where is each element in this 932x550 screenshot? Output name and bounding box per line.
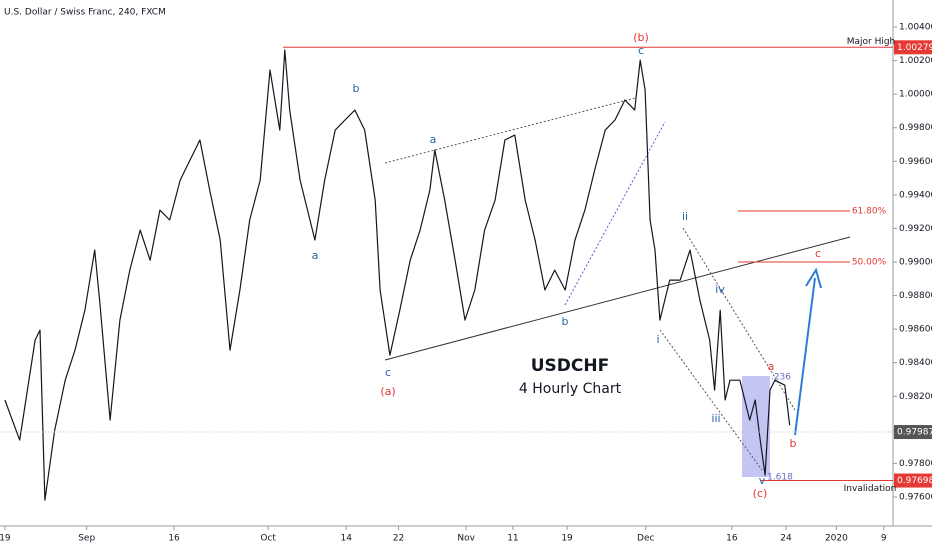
level-text: Invalidation (844, 484, 897, 494)
wave-label: (b) (633, 31, 649, 44)
trend-blue (564, 121, 666, 306)
x-tick-label: Sep (78, 534, 95, 544)
x-tick-label: Dec (637, 534, 654, 544)
wave-label: c (638, 44, 644, 57)
level-label: 0.97987 (897, 428, 932, 438)
wave-label: (c) (753, 487, 768, 500)
wave-label: a (768, 360, 775, 373)
x-tick-label: 24 (780, 534, 792, 544)
price-line (4, 49, 791, 501)
wave-label: c (385, 366, 391, 379)
wave-label: a (312, 249, 319, 262)
wave-label: i (656, 333, 659, 346)
x-tick-label: 19 (0, 534, 11, 544)
chart-heading: USDCHF (531, 356, 609, 376)
fib-box (742, 376, 770, 477)
x-tick-label: 22 (393, 534, 404, 544)
level-label-box (894, 40, 932, 55)
wave-label: b (790, 437, 797, 450)
wave-label: a (430, 133, 437, 146)
wedge-lower (659, 329, 763, 471)
wave-label: v (759, 474, 766, 487)
channel-lower (384, 236, 851, 361)
x-tick-label: 14 (341, 534, 353, 544)
arrow-head (805, 267, 822, 289)
level-label-box (894, 473, 932, 488)
level-label: 1.00279 (897, 43, 932, 53)
wave-label: iv (715, 283, 725, 296)
projection-arrow (794, 277, 816, 436)
x-tick-label: 16 (726, 534, 738, 544)
x-tick-label: Nov (457, 534, 475, 544)
x-tick-label: 11 (507, 534, 518, 544)
level-text: Major High (847, 37, 896, 47)
wave-label: 50.00% (852, 258, 887, 268)
wave-label: (a) (380, 385, 395, 398)
x-tick-label: 16 (168, 534, 180, 544)
wave-label: b (562, 315, 569, 328)
wave-label: c (815, 247, 821, 260)
x-tick-label: 2020 (825, 534, 848, 544)
wave-label: 61.80% (852, 207, 887, 217)
y-tick-label: 1.00200 (899, 56, 932, 66)
wave-label: iii (711, 412, 720, 425)
x-tick-label: 19 (561, 534, 573, 544)
level-label: 0.97698 (897, 476, 932, 486)
level-label-box (894, 425, 932, 440)
y-tick-label: 1.00400 (899, 23, 932, 33)
channel-upper (384, 97, 636, 164)
chart-title: U.S. Dollar / Swiss Franc, 240, FXCM (4, 8, 166, 18)
wave-label: b (353, 82, 360, 95)
wave-label: .236 (771, 373, 791, 383)
wave-label: 1.618 (767, 473, 793, 483)
y-tick-label: 0.97600 (899, 493, 932, 503)
wave-label: ii (682, 210, 688, 223)
chart-subheading: 4 Hourly Chart (519, 381, 622, 397)
x-tick-label: 9 (881, 534, 887, 544)
x-tick-label: Oct (260, 534, 276, 544)
